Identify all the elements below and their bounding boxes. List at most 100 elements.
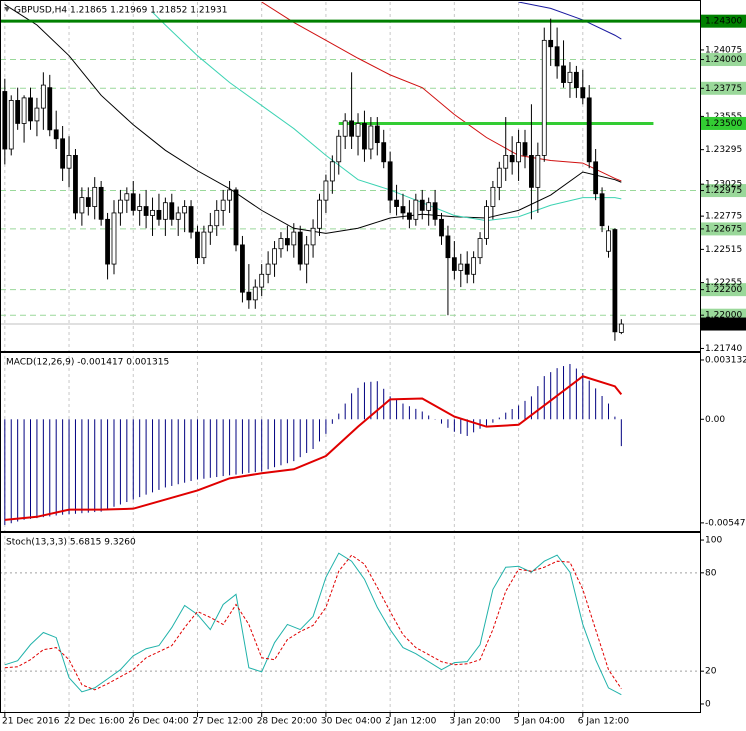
candle-body [535, 155, 541, 188]
level-label-bg [701, 14, 746, 28]
level-label-bg [701, 283, 746, 297]
candle-body [342, 120, 348, 137]
candle-body [98, 186, 104, 220]
x-tick-label: 21 Dec 2016 [2, 717, 60, 727]
candle-body [156, 209, 162, 220]
candle-body [227, 189, 232, 201]
candle-body [8, 100, 14, 150]
price-title: GBPUSD,H4 1.21865 1.21969 1.21852 1.2193… [14, 6, 227, 16]
candle-body [220, 199, 226, 211]
grid [4, 2, 584, 712]
candle-body [182, 206, 188, 214]
level-label-bg [701, 184, 746, 198]
candle-body [387, 161, 393, 201]
y-tick-label: 1.23295 [705, 145, 742, 155]
candle-body [445, 235, 451, 259]
candle-body [240, 244, 245, 293]
moving-average [261, 2, 622, 182]
candle-body [60, 138, 66, 169]
candle-body [567, 71, 573, 83]
y-tick-label: 1.22975 [705, 186, 742, 196]
stoch-line [4, 554, 622, 691]
candle-body [368, 125, 374, 150]
candle-body [214, 209, 220, 227]
stoch-panel [0, 552, 700, 696]
candle-body [53, 129, 59, 140]
last-price-bg [701, 317, 746, 331]
candle-body [336, 135, 342, 163]
candle-body [233, 189, 239, 246]
candle-body [252, 286, 258, 301]
candle-body [580, 87, 586, 99]
title-icon [4, 7, 10, 12]
candle-body [162, 202, 168, 220]
x-tick-label: 22 Dec 16:00 [64, 717, 125, 727]
y-tick-label: 100 [705, 536, 722, 546]
y-tick-label: 1.22515 [705, 245, 742, 255]
x-tick-label: 26 Dec 04:00 [128, 717, 189, 727]
level-label: 1.24300 [705, 17, 742, 27]
candle-body [169, 202, 175, 220]
price-panel [0, 2, 700, 341]
x-tick-label: 3 Jan 20:00 [449, 717, 501, 727]
candle-body [143, 206, 149, 216]
candle-body [451, 257, 457, 271]
candle-body [92, 186, 98, 207]
candle-body [105, 218, 110, 265]
candle-body [284, 238, 290, 246]
candle-body [490, 186, 496, 207]
x-tick-label: 2 Jan 12:00 [385, 717, 437, 727]
candle-body [246, 291, 252, 301]
candle-body [111, 212, 117, 265]
candle-body [355, 123, 361, 137]
candle-body [554, 46, 560, 67]
candle-body [66, 155, 72, 169]
candle-body [195, 231, 200, 259]
y-tick-label: 1.23555 [705, 112, 742, 122]
macd-panel [4, 363, 623, 525]
axes: 1.24000 1.23775 1.22975 1.22675 1.22200 1.220… [2, 14, 746, 727]
candle-body [400, 206, 406, 214]
y-tick-label: 1.23775 [705, 84, 742, 94]
candle-body [34, 107, 40, 122]
candle-body [15, 100, 21, 124]
candle-body [175, 212, 181, 220]
candle-body [561, 65, 566, 83]
moving-average [4, 4, 622, 234]
candle-body [548, 39, 554, 48]
candle-body [419, 199, 425, 211]
candle-body [496, 167, 502, 188]
y-tick-label: 1.22675 [705, 224, 742, 234]
candle-body [79, 197, 85, 214]
level-label-bg [701, 81, 746, 95]
candle-body [458, 263, 464, 271]
y-tick-label: 1.22200 [705, 285, 742, 295]
y-tick-label: 0.003132 [705, 355, 746, 365]
price-frame [0, 0, 701, 352]
candle-body [188, 206, 194, 233]
candle-body [522, 142, 528, 156]
candle-body [130, 193, 136, 211]
candle-body [201, 231, 207, 259]
candle-body [573, 71, 579, 89]
x-tick-label: 6 Jan 12:00 [578, 717, 630, 727]
y-tick-label: 1.23025 [705, 180, 742, 190]
macd-signal [4, 375, 623, 521]
candle-body [381, 142, 387, 163]
candle-body [407, 212, 412, 220]
x-tick-label: 30 Dec 04:00 [321, 717, 382, 727]
candle-body [265, 263, 271, 275]
macd-title: MACD(12,26,9) -0.001417 0.001315 [6, 358, 169, 368]
candle-body [304, 244, 310, 265]
candle-body [21, 97, 27, 124]
candle-body [374, 125, 380, 144]
candle-body [85, 197, 91, 207]
candle-body [47, 87, 53, 131]
stoch-frame [0, 532, 701, 713]
stoch-line [4, 552, 622, 696]
candle-body [509, 155, 515, 163]
level-label-bg [701, 116, 746, 130]
